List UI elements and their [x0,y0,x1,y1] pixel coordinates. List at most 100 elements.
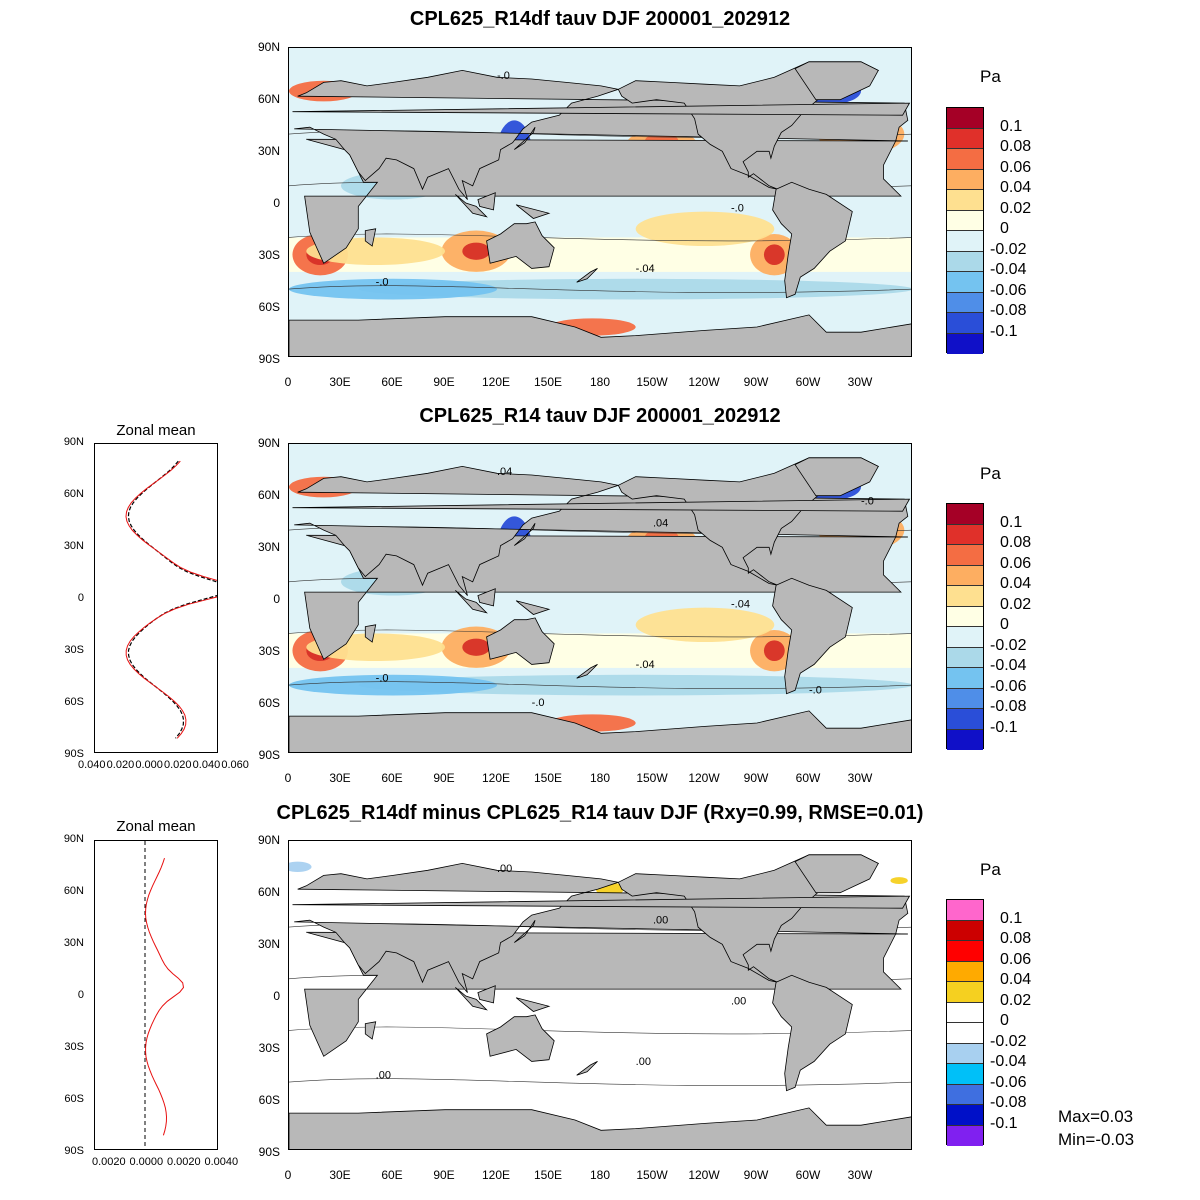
map3-lat-tick: 90N [257,833,280,847]
colorbar-swatch [947,941,983,962]
zonal-svg-3 [144,841,185,1149]
map3-lat-tick: 60N [257,885,280,899]
colorbar-label: 0 [1000,616,1009,633]
map2-lat-tick: 60S [258,696,280,710]
map2-lat-tick: 0 [273,592,280,606]
map1-lat-tick: 60S [258,300,280,314]
colorbar-label: -0.04 [990,657,1027,674]
contour-label: -.04 [636,659,655,671]
contour-label: -.0 [861,495,874,507]
zonal-x-tick: 0.000 [135,759,163,771]
zonal-lat-tick: 60N [63,885,84,897]
map2-lat-tick: 90S [258,748,280,762]
zonal-lat-tick: 60S [64,1093,84,1105]
colorbar-label: 0 [1000,220,1009,237]
map1-lon-tick: 0 [284,375,292,389]
colorbar-swatch [947,627,983,648]
colorbar-swatch [947,210,983,231]
zonal-x-tick: 0.0020 [167,1156,201,1168]
map1-lon-tick: 90W [743,375,769,389]
map2-lat-tick: 60N [257,488,280,502]
colorbar-swatch [947,333,983,354]
map1-lon-tick: 30E [329,375,351,389]
map3-lon-tick: 60W [795,1168,821,1182]
contour-label: -.04 [731,599,750,611]
zonal-x-tick: 0.040 [78,759,106,771]
zonal-svg-2 [125,460,236,739]
colorbar-swatch [947,292,983,313]
colorbar-swatch [947,565,983,586]
colorbar-swatch [947,504,983,525]
colorbar-swatch [947,251,983,272]
map3-lat-tick: 90S [258,1145,280,1159]
colorbar-swatch [947,190,983,211]
map3-lon-tick: 90W [743,1168,769,1182]
contour-label: -.0 [376,277,389,289]
colorbar-swatch [947,961,983,982]
colorbar-label: 0.08 [1000,138,1032,155]
contour-label: -.0 [376,673,389,685]
map2-lon-tick: 150E [533,771,563,785]
colorbar-label: -0.06 [990,281,1027,299]
map1-lat-tick: 30N [257,144,280,158]
zonal-lat-tick: 90S [64,748,84,760]
map3-lon-tick: 150E [533,1168,563,1182]
map2-lon-tick: 180 [589,771,611,785]
colorbar-swatch [947,982,983,1003]
zonal-x-tick: 0.020 [164,759,192,771]
panel3-title: CPL625_R14df minus CPL625_R14 tauv DJF (… [276,802,924,824]
map-svg-2: .04 -.04 -.04 -.0 .04 -.0 -.0 -.0 [289,444,911,752]
colorbar-swatch [947,231,983,252]
min-stat: Min=-0.03 [1058,1130,1135,1149]
map1-lon-tick: 60E [381,375,403,389]
map3-lon-tick: 120W [688,1168,720,1182]
zonal-panel-2 [94,443,236,753]
colorbar-label: -0.1 [990,718,1018,736]
colorbar-label: -0.08 [990,302,1027,319]
colorbar-label: 0.1 [1000,513,1023,531]
colorbar-label: 0.02 [1000,595,1032,613]
colorbar-swatch [947,920,983,941]
map3-lon-tick: 60E [381,1168,403,1182]
map2-lat-tick: 30S [258,644,280,658]
zonal-lat-tick: 90N [63,833,84,845]
contour-label: -.0 [809,685,822,697]
map-panel-3: .00 .00 .00 .00 .00 [288,840,912,1150]
zonal-lat-tick: 0 [77,592,84,604]
map1-lat-tick: 90S [258,352,280,366]
colorbar-3 [946,899,984,1146]
colorbar-label: -0.04 [990,261,1027,278]
zonal-x-tick: 0.060 [221,759,249,771]
map1-lon-tick: 150W [636,375,668,389]
map-svg-3: .00 .00 .00 .00 .00 [289,841,911,1149]
zonal-lat-tick: 60S [64,696,84,708]
colorbar-label: 0.1 [1000,909,1023,927]
zonal-x-tick: 0.0040 [204,1156,239,1168]
map1-lat-tick: 60N [257,92,280,106]
map1-lon-tick: 60W [795,375,821,389]
contour-label: -.04 [636,263,655,275]
colorbar-swatch [947,668,983,689]
colorbar-swatch [947,1002,983,1023]
contour-label: .00 [731,996,746,1008]
colorbar-label: -0.1 [990,1114,1018,1132]
colorbar-2 [946,503,984,750]
colorbar-label: 0.02 [1000,199,1032,217]
colorbar-swatch [947,524,983,545]
colorbar-label: 0.08 [1000,534,1032,551]
map3-lat-tick: 0 [273,989,280,1003]
map1-lon-tick: 30W [847,375,873,389]
colorbar-swatch [947,647,983,668]
map3-lon-tick: 90E [433,1168,455,1182]
map3-lon-tick: 180 [589,1168,611,1182]
colorbar-label: 0.06 [1000,158,1032,176]
colorbar-swatch [947,688,983,709]
map3-lon-tick: 120E [481,1168,511,1182]
map-panel-1: -.0 -.04 -.0 -.0 [288,47,912,357]
colorbar-label: 0.04 [1000,179,1032,196]
map1-lon-tick: 120W [688,375,720,389]
colorbar-swatch [947,108,983,129]
colorbar-swatch [947,1105,983,1126]
colorbar-swatch [947,1084,983,1105]
zonal-lat-tick: 60N [63,488,84,500]
